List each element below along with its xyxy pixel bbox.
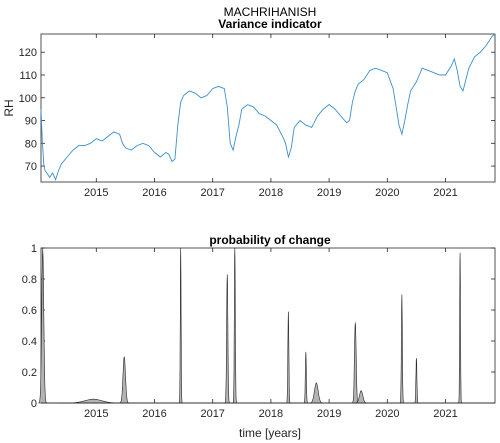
y-tick-label: 90: [25, 116, 37, 128]
y-tick-label: 100: [19, 93, 37, 105]
y-tick-label: 0: [31, 398, 37, 410]
plot-frame: [40, 247, 496, 404]
x-tick-label: 2015: [84, 187, 108, 199]
x-tick-label: 2021: [433, 408, 457, 420]
x-tick-label: 2021: [433, 187, 457, 199]
variance-chart: Variance indicator RH 2015 2016 2017 2018 20…: [2, 17, 496, 199]
variance-title: Variance indicator: [218, 17, 322, 31]
y-tick-label: 1: [31, 243, 37, 255]
probability-peak: [178, 247, 184, 404]
x-tick-label: 2019: [317, 408, 341, 420]
y-tick-label: 80: [25, 138, 37, 150]
probability-axes: [40, 247, 496, 404]
x-tick-label: 2017: [200, 187, 224, 199]
plot-frame: [40, 33, 496, 183]
probability-title: probability of change: [209, 233, 331, 247]
variance-axes: [40, 33, 496, 183]
probability-series: [38, 247, 495, 404]
probability-chart: probability of change 2015 2016 2017 2018 20…: [22, 233, 496, 440]
probability-peak: [458, 252, 463, 404]
probability-peak: [38, 247, 48, 404]
x-tick-label: 2016: [142, 187, 166, 199]
probability-peak: [232, 247, 238, 404]
y-tick-label: 0.4: [22, 336, 37, 348]
y-tick-label: 0.2: [22, 367, 37, 379]
x-tick-label: 2015: [84, 408, 108, 420]
variance-ylabel: RH: [2, 99, 16, 116]
probability-peak: [286, 311, 291, 404]
probability-peak: [224, 274, 231, 404]
probability-peak: [399, 294, 405, 404]
variance-series: [40, 33, 496, 181]
y-tick-label: 0.6: [22, 305, 37, 317]
x-tick-label: 2020: [375, 408, 399, 420]
station-title: MACHRIHANISH: [224, 5, 317, 19]
x-tick-label: 2019: [317, 187, 341, 199]
x-tick-label: 2018: [259, 408, 283, 420]
x-tick-label: 2017: [200, 408, 224, 420]
x-tick-label: 2016: [142, 408, 166, 420]
probability-ticks: 2015 2016 2017 2018 2019 2020 2021 0 0.2 0.4 0.6 0.…: [22, 243, 495, 420]
y-tick-label: 70: [25, 161, 37, 173]
y-tick-label: 0.8: [22, 274, 37, 286]
variance-ticks: 2015 2016 2017 2018 2019 2020 2021 70 80 90 100 110…: [19, 34, 495, 199]
probability-xlabel: time [years]: [239, 426, 301, 440]
y-tick-label: 120: [19, 47, 37, 59]
x-tick-label: 2018: [259, 187, 283, 199]
y-tick-label: 110: [19, 70, 37, 82]
variance-line: [40, 33, 496, 181]
x-tick-label: 2020: [375, 187, 399, 199]
